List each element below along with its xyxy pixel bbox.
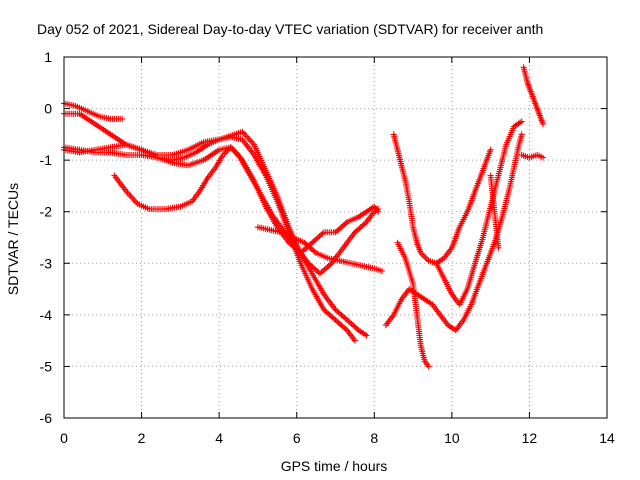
series-markers bbox=[390, 131, 494, 267]
y-tick-label: 1 bbox=[44, 49, 52, 65]
series-markers bbox=[433, 118, 525, 308]
x-axis-label: GPS time / hours bbox=[281, 458, 388, 474]
series-markers bbox=[111, 144, 382, 277]
y-tick-label: -1 bbox=[40, 152, 53, 168]
series-markers bbox=[61, 100, 126, 122]
y-tick-label: -2 bbox=[40, 204, 53, 220]
series-arc-7 bbox=[390, 131, 494, 267]
y-tick-label: -5 bbox=[40, 358, 53, 374]
x-tick-label: 8 bbox=[370, 430, 378, 446]
y-tick-label: -4 bbox=[40, 307, 53, 323]
x-tick-labels: 0 2 4 6 8 10 12 14 bbox=[60, 430, 615, 446]
series-arc-11 bbox=[520, 64, 546, 127]
grid-lines bbox=[64, 57, 607, 418]
series-arc-13 bbox=[487, 172, 502, 251]
series-markers bbox=[254, 224, 385, 274]
series-arc-9 bbox=[394, 239, 432, 370]
series-arc-10 bbox=[433, 118, 525, 308]
series-markers bbox=[520, 64, 546, 127]
series-arc-12 bbox=[518, 152, 546, 161]
y-tick-label: -3 bbox=[40, 255, 53, 271]
series-arc-1 bbox=[61, 100, 126, 122]
x-tick-label: 10 bbox=[444, 430, 460, 446]
y-tick-labels: 1 0 -1 -2 -3 -4 -5 -6 bbox=[40, 49, 53, 426]
axis-ticks bbox=[63, 56, 608, 419]
x-tick-label: 2 bbox=[138, 430, 146, 446]
x-tick-label: 6 bbox=[293, 430, 301, 446]
y-tick-label: -6 bbox=[40, 410, 53, 426]
series-layer bbox=[61, 64, 546, 370]
x-tick-label: 14 bbox=[599, 430, 615, 446]
y-tick-label: 0 bbox=[44, 101, 52, 117]
series-markers bbox=[518, 152, 546, 161]
series-markers bbox=[487, 172, 502, 251]
x-tick-label: 0 bbox=[60, 430, 68, 446]
plot-frame bbox=[63, 56, 608, 419]
y-axis-label: SDTVAR / TECUs bbox=[5, 183, 21, 295]
series-arc-5 bbox=[111, 144, 382, 277]
x-tick-label: 12 bbox=[522, 430, 538, 446]
x-tick-label: 4 bbox=[215, 430, 223, 446]
series-markers bbox=[394, 239, 432, 370]
series-arc-6 bbox=[254, 224, 385, 274]
chart-title: Day 052 of 2021, Sidereal Day-to-day VTE… bbox=[37, 21, 543, 37]
